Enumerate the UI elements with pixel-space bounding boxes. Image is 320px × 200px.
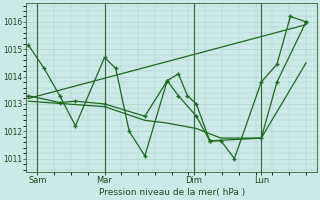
X-axis label: Pression niveau de la mer( hPa ): Pression niveau de la mer( hPa ): [99, 188, 245, 197]
